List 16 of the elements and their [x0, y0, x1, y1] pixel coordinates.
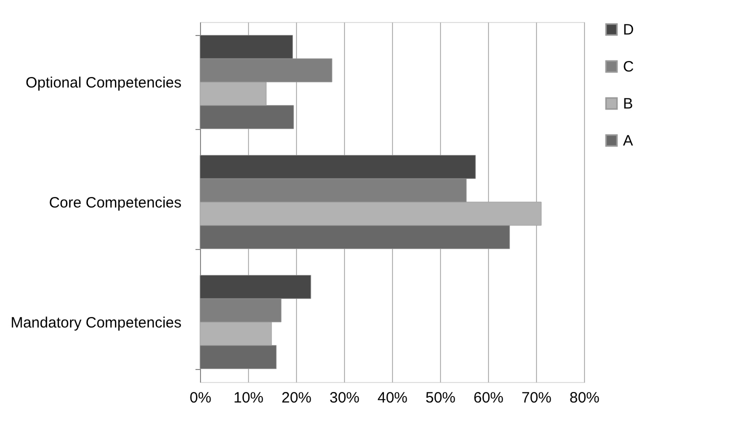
legend-label: C — [623, 58, 634, 76]
legend-label: D — [623, 22, 634, 38]
x-tick-label: 60% — [473, 390, 504, 406]
y-tick-label: Mandatory Competencies — [10, 314, 182, 332]
x-tick-label: 50% — [425, 390, 456, 406]
x-tick-label: 80% — [569, 390, 600, 406]
x-tick-label: 10% — [233, 390, 264, 406]
y-tick-label: Optional Competencies — [26, 74, 182, 92]
y-tick-label: Core Competencies — [48, 194, 182, 212]
x-tick-label: 30% — [329, 390, 360, 406]
x-tick-label: 40% — [377, 390, 408, 406]
legend-label: B — [623, 96, 634, 112]
legend-label: A — [623, 132, 634, 150]
x-tick-label: 70% — [521, 390, 552, 406]
x-tick-label: 20% — [281, 390, 312, 406]
x-tick-label: 0% — [190, 390, 212, 406]
